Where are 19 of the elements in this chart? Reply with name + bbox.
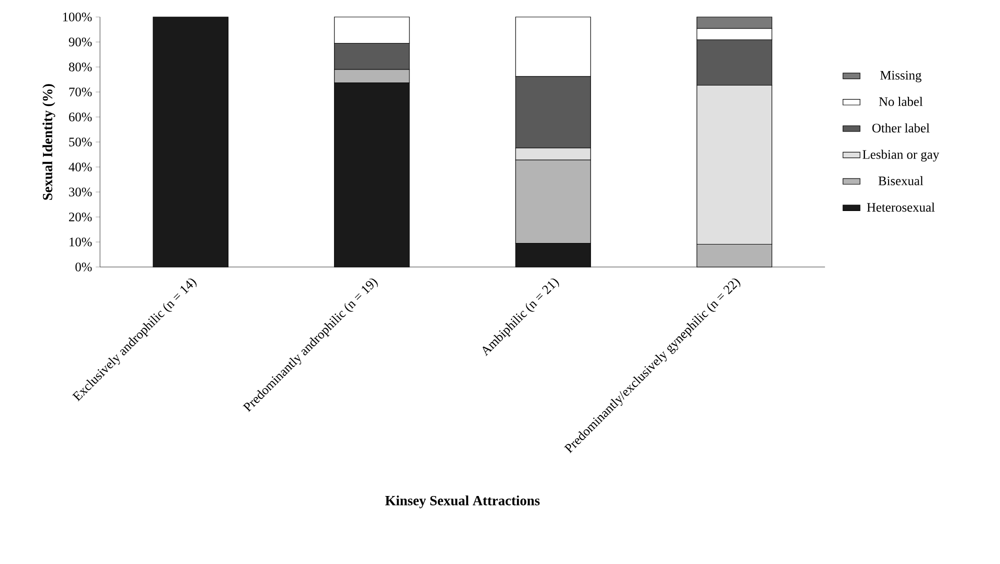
y-tick-label: 60% — [69, 112, 92, 122]
y-tick-label: 0% — [75, 262, 92, 272]
y-tick-label: 30% — [69, 188, 92, 196]
legend-label: Lesbian or gay — [862, 150, 940, 162]
y-axis-title: Sexual Identity (%) — [42, 84, 56, 200]
legend-label: Other label — [872, 123, 930, 132]
y-tick-label: 80% — [68, 62, 92, 72]
y-tick-label: 50% — [69, 138, 92, 146]
y-tick-label: 70% — [69, 88, 92, 96]
legend-label: Bisexual — [878, 176, 924, 186]
x-axis-title: Kinsey Sexual Attractions — [385, 496, 540, 508]
y-tick-label: 100% — [63, 12, 92, 22]
legend-label: Missing — [880, 70, 922, 82]
legend-label: No label — [879, 96, 923, 106]
y-tick-label: 90% — [68, 38, 92, 46]
y-tick-label: 10% — [70, 238, 92, 246]
y-tick-label: 40% — [68, 162, 92, 172]
y-tick-label: 20% — [69, 212, 92, 222]
legend-label: Heterosexual — [866, 202, 935, 212]
